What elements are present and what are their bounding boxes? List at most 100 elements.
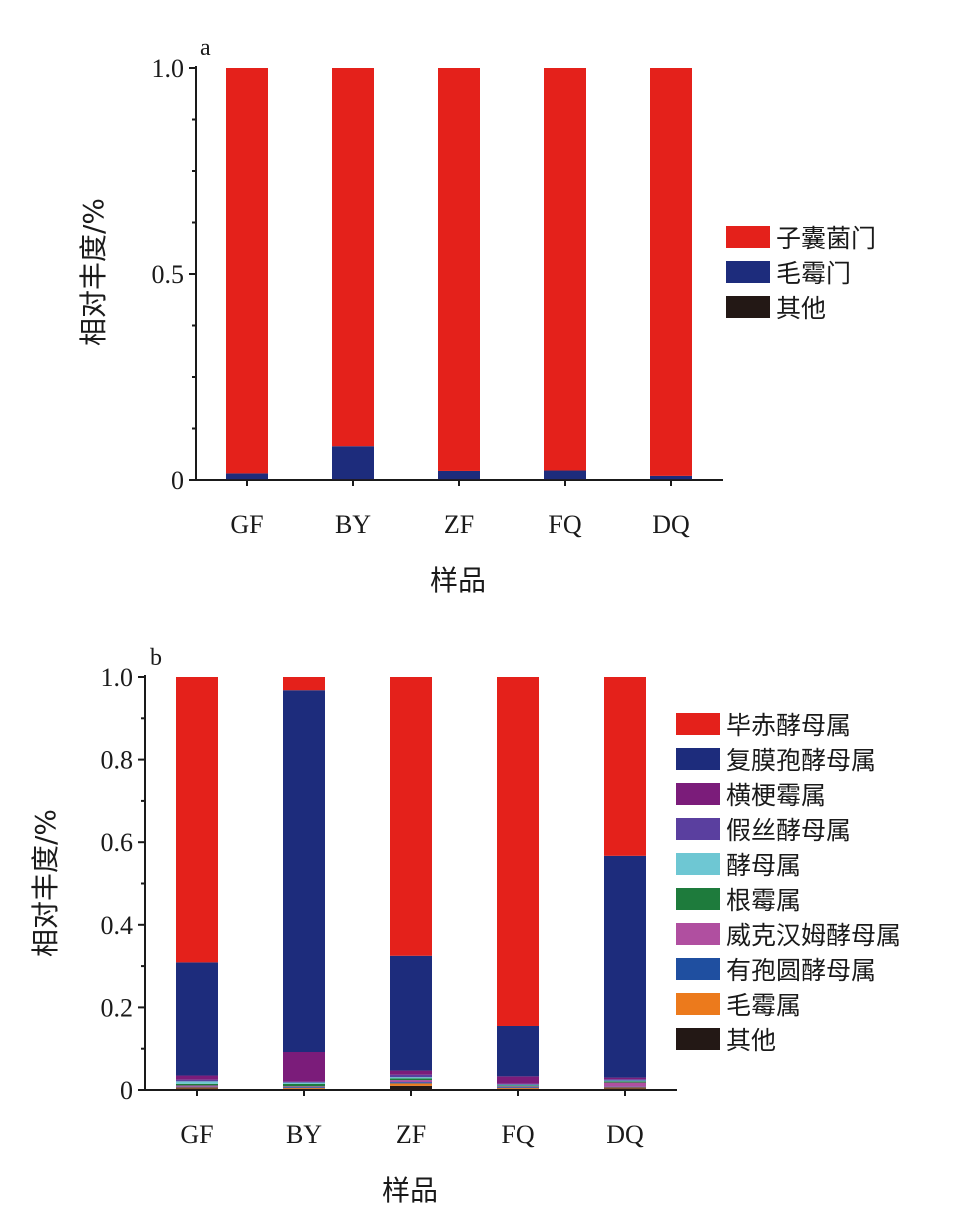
legend-item: 毛霉门 (726, 259, 851, 288)
bar-segment (390, 1074, 432, 1078)
bar-segment (283, 1082, 325, 1084)
panel-b-y-axis-title: 相对丰度/% (29, 809, 62, 957)
x-tick-label: BY (286, 1120, 322, 1149)
bar-segment (176, 1085, 218, 1087)
bar-segment (544, 479, 586, 480)
bar-segment (650, 479, 692, 480)
y-tick-label: 0 (171, 466, 184, 495)
legend-item: 其他 (676, 1026, 776, 1055)
bar-segment (176, 1086, 218, 1088)
bar-segment (226, 473, 268, 480)
bar-stack-zf (390, 677, 432, 1090)
legend-item: 毕赤酵母属 (676, 711, 851, 740)
bar-segment (497, 1085, 539, 1087)
legend-label: 横梗霉属 (726, 781, 826, 810)
legend-swatch (676, 783, 720, 805)
y-tick-label: 0.8 (101, 746, 134, 775)
y-tick-label: 1.0 (101, 663, 134, 692)
legend-swatch (726, 226, 770, 248)
bar-segment (176, 1081, 218, 1084)
bar-segment (176, 677, 218, 963)
panel-b-label: b (150, 645, 162, 671)
legend-swatch (676, 853, 720, 875)
bar-segment (283, 1052, 325, 1082)
bar-stack-zf (438, 68, 480, 480)
panel-a-x-axis-title: 样品 (430, 564, 486, 597)
bar-segment (332, 68, 374, 447)
panel-a-label: a (200, 35, 211, 61)
y-tick-label: 0.4 (101, 911, 134, 940)
legend-swatch (726, 261, 770, 283)
bar-segment (390, 677, 432, 956)
bar-segment (176, 1083, 218, 1086)
y-tick-label: 0.5 (152, 260, 185, 289)
bar-segment (604, 1087, 646, 1089)
bar-segment (497, 1087, 539, 1089)
legend-item: 其他 (726, 294, 826, 323)
panel-b-x-axis-title: 样品 (382, 1174, 438, 1207)
bar-segment (176, 1087, 218, 1089)
bar-stack-fq (497, 677, 539, 1090)
bar-segment (604, 855, 646, 1078)
bar-stack-gf (176, 677, 218, 1090)
bar-segment (438, 470, 480, 480)
bar-segment (390, 1080, 432, 1083)
bar-segment (390, 1078, 432, 1081)
legend-label: 其他 (776, 294, 826, 323)
legend-swatch (676, 923, 720, 945)
bar-segment (390, 955, 432, 1071)
bar-segment (390, 1085, 432, 1090)
legend-swatch (726, 296, 770, 318)
x-tick-label: DQ (652, 510, 690, 539)
legend-item: 复膜孢酵母属 (676, 746, 876, 775)
x-tick-label: GF (230, 510, 263, 539)
bar-segment (497, 677, 539, 1026)
bar-segment (438, 479, 480, 480)
legend-item: 酵母属 (676, 851, 801, 880)
bar-segment (604, 1079, 646, 1081)
panel-a-plot-area: 0 0.5 1.0 GF BY ZF FQ DQ (152, 54, 723, 539)
bar-segment (283, 677, 325, 691)
legend-swatch (676, 818, 720, 840)
bar-segment (604, 677, 646, 856)
bar-stack-dq (650, 68, 692, 480)
x-tick-label: FQ (548, 510, 581, 539)
x-tick-label: ZF (396, 1120, 426, 1149)
bar-segment (283, 1087, 325, 1088)
legend-item: 横梗霉属 (676, 781, 826, 810)
legend-label: 酵母属 (726, 851, 801, 880)
bar-segment (283, 1087, 325, 1089)
bar-segment (604, 1081, 646, 1083)
bar-segment (283, 690, 325, 1053)
legend-swatch (676, 1028, 720, 1050)
y-tick-label: 1.0 (152, 54, 185, 83)
bar-stack-dq (604, 677, 646, 1090)
bar-segment (604, 1077, 646, 1080)
bar-segment (332, 479, 374, 480)
legend-label: 子囊菌门 (776, 224, 876, 253)
bar-segment (497, 1083, 539, 1085)
legend-swatch (676, 958, 720, 980)
bar-segment (283, 1081, 325, 1083)
bar-segment (650, 68, 692, 476)
x-tick-label: ZF (444, 510, 474, 539)
bar-segment (390, 1077, 432, 1079)
bar-segment (438, 68, 480, 471)
x-tick-label: GF (180, 1120, 213, 1149)
bar-segment (497, 1087, 539, 1088)
legend-label: 毛霉门 (776, 259, 851, 288)
bar-segment (283, 1086, 325, 1088)
legend-item: 毛霉属 (676, 991, 801, 1020)
legend-item: 根霉属 (676, 886, 801, 915)
panel-b-legend: 毕赤酵母属复膜孢酵母属横梗霉属假丝酵母属酵母属根霉属威克汉姆酵母属有孢圆酵母属毛… (676, 711, 901, 1055)
legend-item: 有孢圆酵母属 (676, 956, 876, 985)
legend-swatch (676, 993, 720, 1015)
bar-segment (604, 1088, 646, 1090)
legend-label: 根霉属 (726, 886, 801, 915)
bar-stack-by (283, 677, 325, 1090)
bar-segment (497, 1088, 539, 1090)
legend-swatch (676, 888, 720, 910)
bar-segment (176, 962, 218, 1076)
panel-b-plot-area: 0 0.2 0.4 0.6 0.8 1.0 GF BY ZF FQ DQ (101, 663, 677, 1149)
legend-swatch (676, 713, 720, 735)
